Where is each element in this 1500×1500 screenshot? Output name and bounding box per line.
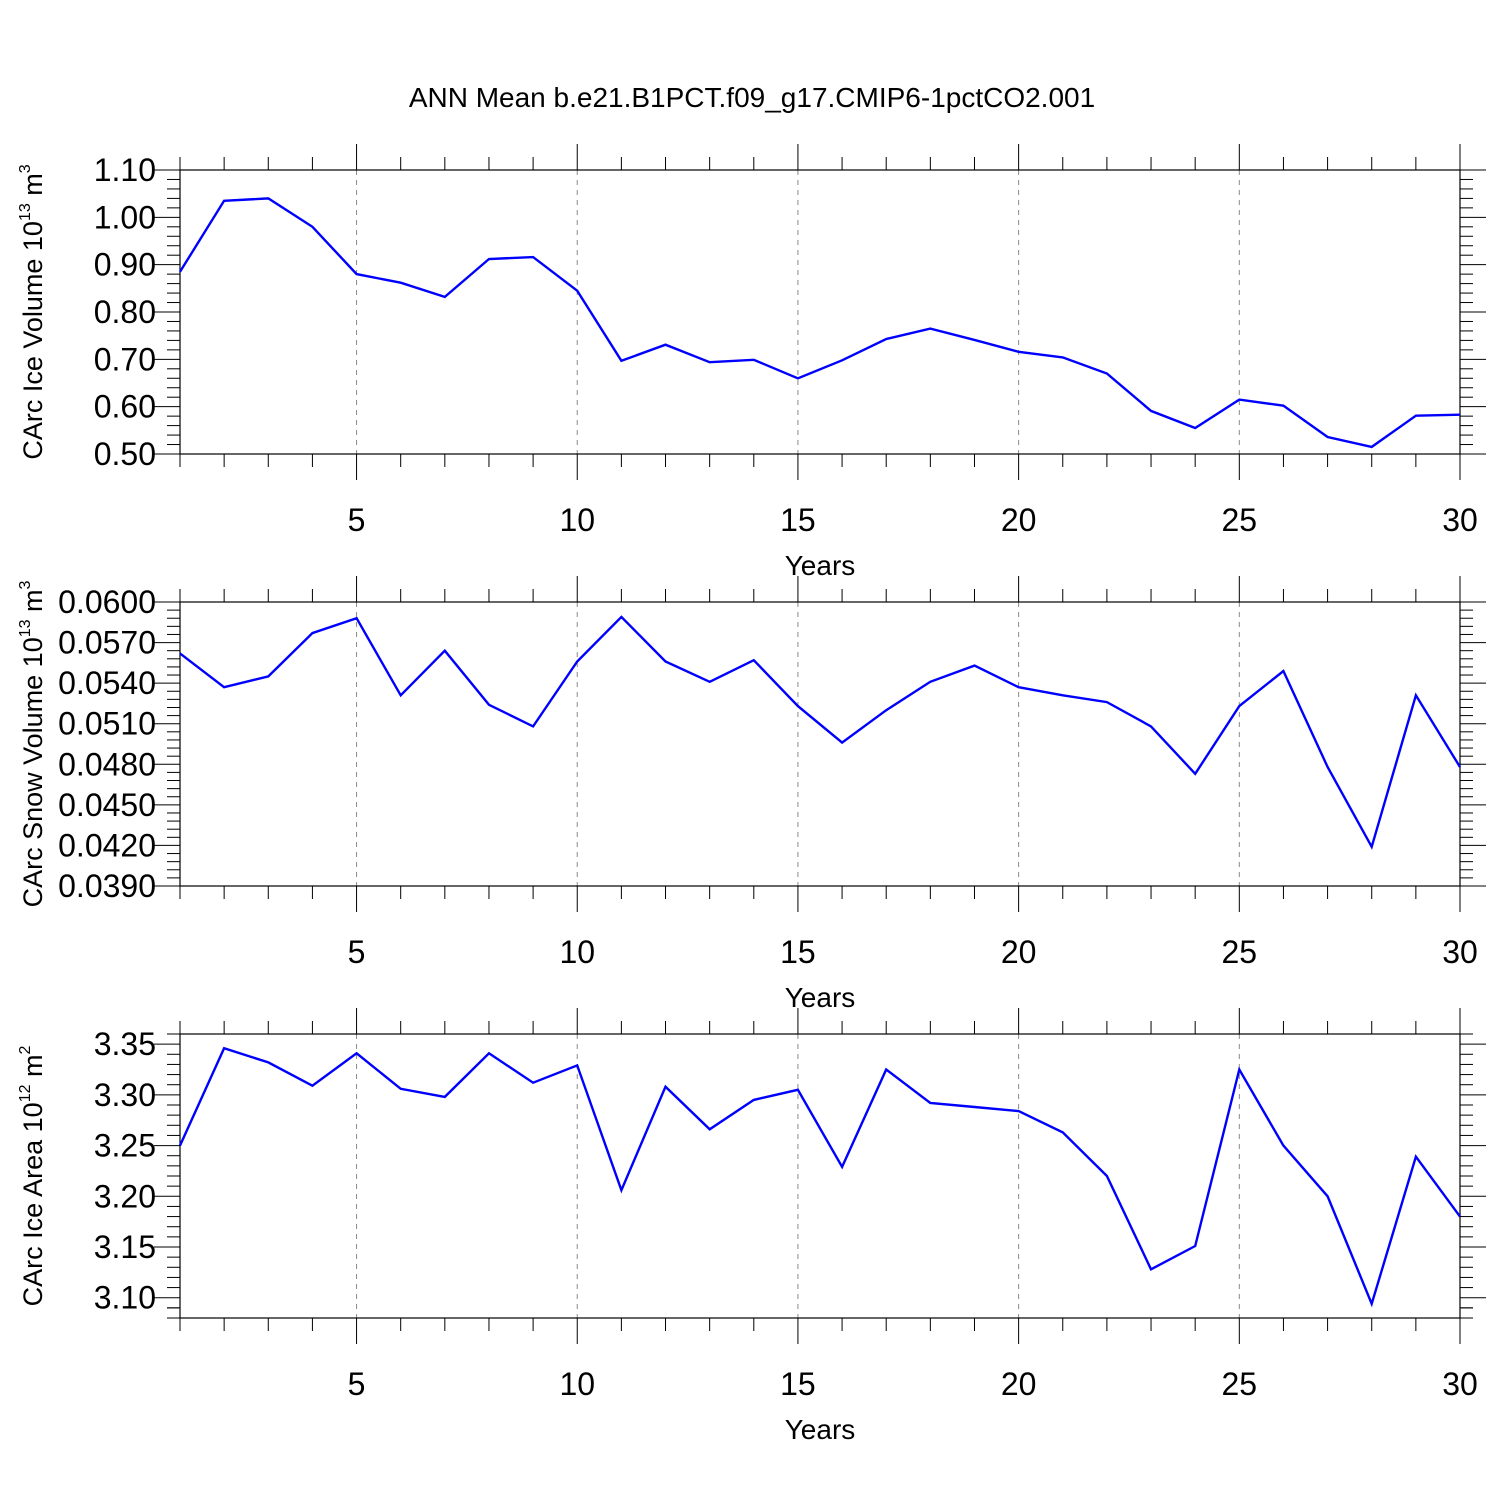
x-tick-label: 30 <box>1442 934 1478 970</box>
y-axis-label-exponent: 13 <box>17 619 34 637</box>
series-line <box>178 197 1461 449</box>
y-tick-label: 0.0480 <box>58 746 156 782</box>
x-axis-label: Years <box>785 982 856 1013</box>
x-tick-label: 25 <box>1222 1366 1258 1402</box>
y-axis-label: CArc Ice Volume 1013 m3 <box>17 164 48 459</box>
y-tick-label: 3.15 <box>94 1229 156 1265</box>
y-tick-label: 0.0510 <box>58 706 156 742</box>
y-axis-label: CArc Ice Area 1012 m2 <box>17 1046 48 1307</box>
y-tick-label: 0.0390 <box>58 868 156 904</box>
y-tick-label: 0.90 <box>94 247 156 283</box>
x-tick-label: 15 <box>780 934 816 970</box>
plot-frame <box>179 601 1461 887</box>
y-axis-label-text: CArc Ice Volume 10 <box>18 221 48 460</box>
x-tick-label: 10 <box>559 934 595 970</box>
y-tick-label: 3.35 <box>94 1026 156 1062</box>
series-line <box>179 615 1462 850</box>
x-tick-label: 30 <box>1442 502 1478 538</box>
plot-frame <box>179 1033 1461 1319</box>
y-tick-label: 0.50 <box>94 436 156 472</box>
y-axis-label-unit-exponent: 3 <box>17 580 34 589</box>
x-axis-label: Years <box>785 550 856 581</box>
y-tick-label: 3.20 <box>94 1178 156 1214</box>
y-tick-label: 3.10 <box>94 1280 156 1316</box>
y-tick-label: 1.00 <box>94 199 156 235</box>
x-tick-label: 20 <box>1001 502 1037 538</box>
x-tick-label: 25 <box>1222 502 1258 538</box>
y-tick-label: 0.0540 <box>58 665 156 701</box>
y-tick-label: 3.25 <box>94 1128 156 1164</box>
plot-frame <box>179 169 1461 455</box>
y-axis-label-unit-exponent: 3 <box>17 164 34 173</box>
chart-panel-3: 5 10 15 20 25 30 3.10 3.15 3.20 3.25 3.30 3.35 Years… <box>17 1008 1486 1445</box>
figure-title: ANN Mean b.e21.B1PCT.f09_g17.CMIP6-1pctC… <box>409 82 1095 113</box>
x-tick-label: 15 <box>780 502 816 538</box>
x-tick-label: 10 <box>559 1366 595 1402</box>
y-axis-label-exponent: 13 <box>17 203 34 221</box>
x-tick-label: 30 <box>1442 1366 1478 1402</box>
x-tick-label: 25 <box>1222 934 1258 970</box>
y-tick-label: 1.10 <box>94 152 156 188</box>
x-axis-label: Years <box>785 1414 856 1445</box>
x-tick-label: 15 <box>780 1366 816 1402</box>
x-tick-label: 5 <box>348 1366 366 1402</box>
x-tick-label: 20 <box>1001 934 1037 970</box>
y-tick-label: 0.0570 <box>58 625 156 661</box>
y-axis-label-exponent: 12 <box>17 1084 34 1102</box>
y-axis-label-text: CArc Snow Volume 10 <box>18 637 48 907</box>
y-axis-label: CArc Snow Volume 1013 m3 <box>17 580 48 907</box>
panels: 5 10 15 20 25 300.500.600.700.800.901.001.10Y… <box>17 144 1486 1445</box>
y-axis-label-unit: m <box>18 1055 48 1085</box>
y-axis-label-text: CArc Ice Area 10 <box>18 1102 48 1306</box>
y-tick-label: 0.0600 <box>58 584 156 620</box>
series-line <box>178 1046 1461 1308</box>
chart-panel-2: 5 10 15 20 25 30 0.0390 0.0420 0.0450 0.0480 0.051… <box>17 576 1486 1013</box>
y-axis-label-unit-exponent: 2 <box>17 1046 34 1055</box>
y-tick-label: 0.80 <box>94 294 156 330</box>
x-tick-label: 5 <box>348 934 366 970</box>
y-axis-label-unit: m <box>18 589 48 619</box>
x-tick-label: 20 <box>1001 1366 1037 1402</box>
y-tick-label: 0.60 <box>94 389 156 425</box>
x-tick-label: 10 <box>559 502 595 538</box>
y-axis-label-unit: m <box>18 173 48 203</box>
x-tick-label: 5 <box>348 502 366 538</box>
y-tick-label: 0.0450 <box>58 787 156 823</box>
y-tick-label: 0.0420 <box>58 827 156 863</box>
chart-panel-1: 5 10 15 20 25 30 0.50 0.60 0.70 0.80 0.90 1.00 1.10 Y… <box>17 144 1486 581</box>
y-tick-label: 0.70 <box>94 341 156 377</box>
y-tick-label: 3.30 <box>94 1077 156 1113</box>
